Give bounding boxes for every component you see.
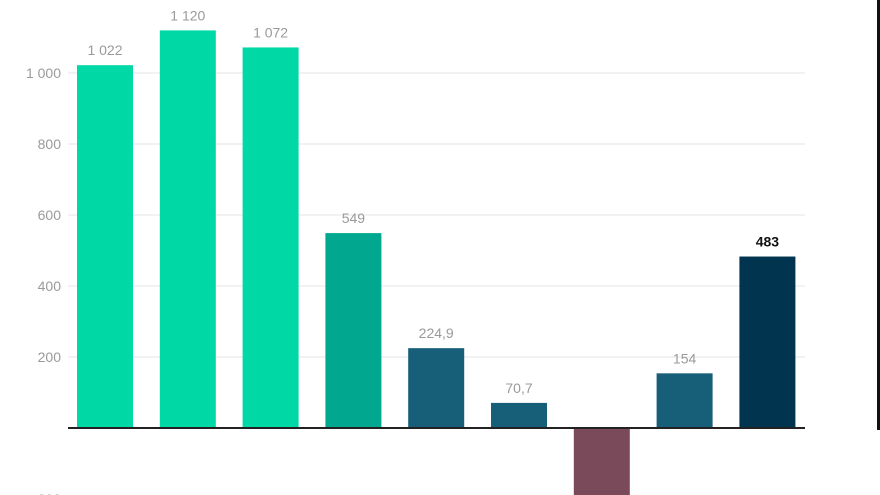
data-label: 1 072 <box>253 24 288 40</box>
bar <box>242 47 299 428</box>
bar <box>77 65 133 428</box>
data-label: 1 120 <box>170 7 205 23</box>
y-tick-label: 200 <box>38 349 62 365</box>
bar <box>573 428 630 495</box>
panel-edge-divider <box>877 0 880 430</box>
y-tick-label: 800 <box>38 136 62 152</box>
y-tick-label: 1 000 <box>26 65 61 81</box>
data-label: 224,9 <box>419 325 454 341</box>
bar <box>656 373 713 428</box>
y-tick-label: -200 <box>33 491 61 495</box>
y-tick-label: 600 <box>38 207 62 223</box>
data-label: 154 <box>673 350 697 366</box>
y-tick-label: 400 <box>38 278 62 294</box>
bar <box>491 402 547 428</box>
bar <box>159 30 216 429</box>
bar <box>408 348 465 428</box>
data-label: 549 <box>342 210 366 226</box>
bar <box>325 233 382 428</box>
bar <box>739 256 796 428</box>
data-label: 483 <box>756 234 780 250</box>
data-label: 70,7 <box>505 380 532 396</box>
data-label: 1 022 <box>87 42 122 58</box>
